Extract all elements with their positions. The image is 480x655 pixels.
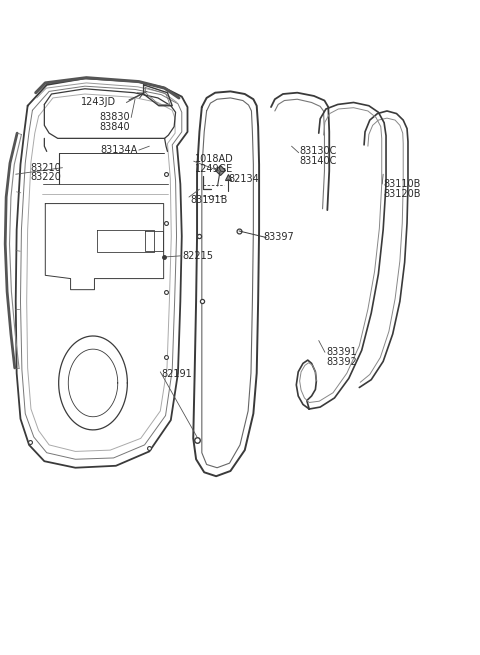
Text: 83120B: 83120B — [383, 189, 420, 199]
Text: 83391: 83391 — [326, 347, 357, 357]
Text: 83840: 83840 — [100, 122, 130, 132]
Text: 83191B: 83191B — [190, 195, 227, 205]
Text: 83392: 83392 — [326, 357, 357, 367]
Text: 83210: 83210 — [30, 162, 61, 173]
Text: 82191: 82191 — [161, 369, 192, 379]
Text: 83220: 83220 — [30, 172, 61, 183]
Text: 1243JD: 1243JD — [81, 98, 116, 107]
Text: 1018AD: 1018AD — [195, 154, 233, 164]
Text: 82134: 82134 — [228, 174, 259, 184]
Text: 83397: 83397 — [264, 233, 295, 242]
Text: 83110B: 83110B — [383, 179, 420, 189]
Text: 83140C: 83140C — [300, 156, 337, 166]
Text: 83130C: 83130C — [300, 147, 337, 157]
Text: 1249GE: 1249GE — [195, 164, 233, 174]
Text: 82215: 82215 — [183, 251, 214, 261]
Text: 83830: 83830 — [100, 113, 130, 122]
Text: 83134A: 83134A — [100, 145, 137, 155]
